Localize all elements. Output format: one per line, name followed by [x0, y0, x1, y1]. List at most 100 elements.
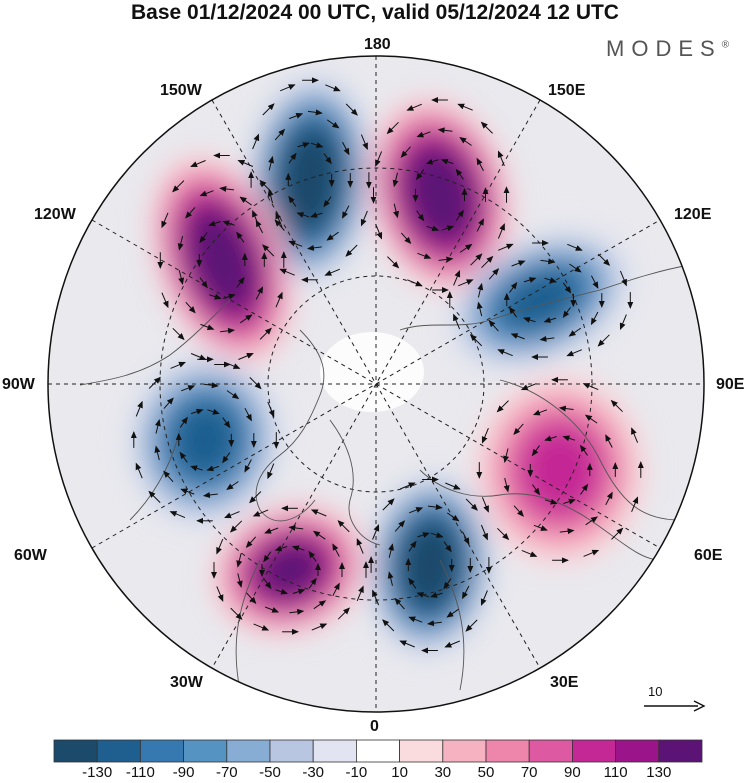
wind-vector	[288, 152, 297, 164]
wind-vector	[408, 616, 423, 623]
colorbar-tick-label: -130	[82, 764, 113, 781]
wind-vector	[224, 361, 241, 369]
wind-vector	[488, 319, 499, 332]
wind-vector	[203, 382, 219, 389]
wind-vector	[438, 256, 454, 263]
colorbar-swatch	[139, 739, 184, 763]
wind-vector	[170, 361, 186, 369]
wind-vector	[619, 314, 627, 331]
wind-vector	[190, 408, 204, 415]
wind-vector	[562, 282, 572, 294]
map-title: Base 01/12/2024 00 UTC, valid 05/12/2024…	[131, 1, 619, 24]
wind-vector	[161, 292, 169, 309]
wind-vector	[610, 399, 623, 413]
wind-vector	[437, 127, 453, 134]
wind-vector	[267, 401, 275, 418]
wind-vector	[511, 260, 526, 267]
colorbar-swatch	[96, 739, 141, 763]
wind-vector	[562, 435, 576, 442]
wind-vector	[240, 314, 253, 324]
wind-vector	[135, 400, 143, 417]
wind-vector	[497, 150, 505, 167]
anomaly-positive-contour	[519, 424, 601, 516]
colorbar-tick-label: -30	[302, 764, 325, 781]
wind-vector	[311, 623, 328, 631]
modes-logo: MODES®	[606, 36, 729, 62]
wind-vector	[259, 179, 272, 193]
wind-vector	[345, 103, 358, 116]
wind-vector	[262, 244, 275, 257]
wind-vector	[356, 585, 364, 602]
lon-label-120e: 120E	[674, 206, 712, 223]
reference-vector-arrow	[644, 700, 706, 712]
wind-vector	[400, 482, 416, 490]
wind-vector	[252, 133, 260, 150]
wind-vector	[222, 452, 231, 464]
wind-vector	[470, 253, 483, 266]
wind-vector	[324, 268, 340, 276]
wind-vector	[255, 219, 264, 234]
wind-vector	[394, 520, 406, 532]
wind-vector	[216, 586, 224, 602]
wind-vector	[488, 268, 500, 280]
wind-vector	[289, 113, 304, 120]
wind-vector	[372, 589, 380, 606]
wind-vector	[416, 131, 431, 138]
wind-vector	[462, 585, 470, 600]
wind-vector	[476, 301, 483, 317]
wind-vector	[264, 527, 279, 534]
wind-vector	[313, 600, 327, 610]
wind-vector	[342, 141, 350, 156]
anomaly-field	[48, 56, 704, 712]
wind-vector	[310, 142, 324, 148]
wind-vector	[230, 607, 243, 620]
colorbar-tick-label: -50	[259, 764, 281, 781]
wind-vector	[203, 491, 218, 498]
map-border	[47, 55, 705, 713]
wind-vector	[582, 383, 599, 391]
wind-vector	[427, 504, 443, 511]
wind-vector	[590, 275, 599, 289]
wind-vector	[498, 243, 514, 251]
wind-vector	[274, 128, 286, 141]
wind-vector	[161, 212, 169, 229]
wind-vector	[360, 210, 368, 227]
colorbar-swatch	[485, 739, 530, 763]
wind-vector	[579, 444, 589, 456]
wind-vector	[280, 84, 296, 92]
wind-vector	[288, 524, 304, 531]
wind-vector	[480, 590, 488, 606]
wind-vector	[558, 405, 574, 412]
wind-vector	[154, 419, 161, 434]
wind-vector	[296, 212, 310, 218]
wind-vector	[288, 195, 297, 207]
wind-vector	[458, 279, 474, 287]
wind-vector	[392, 172, 399, 188]
lon-label-30e: 30E	[550, 674, 579, 691]
wind-vector	[544, 498, 558, 505]
wind-vector	[569, 263, 582, 273]
wind-vector	[497, 349, 513, 357]
wind-vector	[469, 334, 483, 347]
wind-vector	[509, 281, 518, 293]
wind-vector	[325, 84, 341, 92]
colorbar-swatch	[442, 739, 487, 763]
wind-vector	[462, 531, 470, 545]
colorbar-swatch	[53, 739, 98, 763]
colorbar-swatch	[528, 739, 573, 763]
wind-vector	[631, 496, 639, 512]
wind-vector	[326, 119, 340, 129]
wind-vector	[584, 414, 598, 424]
wind-vector	[326, 231, 339, 241]
wind-vector	[310, 509, 327, 517]
wind-vector	[533, 524, 548, 531]
wind-vector	[199, 190, 214, 197]
wind-vector	[521, 549, 538, 557]
wind-vector	[345, 244, 358, 257]
wind-vector	[154, 445, 161, 461]
wind-vector	[264, 606, 280, 613]
wind-vector	[236, 552, 243, 568]
wind-vector	[163, 470, 174, 483]
colorbar-swatch	[269, 739, 314, 763]
wind-vector	[274, 545, 288, 552]
